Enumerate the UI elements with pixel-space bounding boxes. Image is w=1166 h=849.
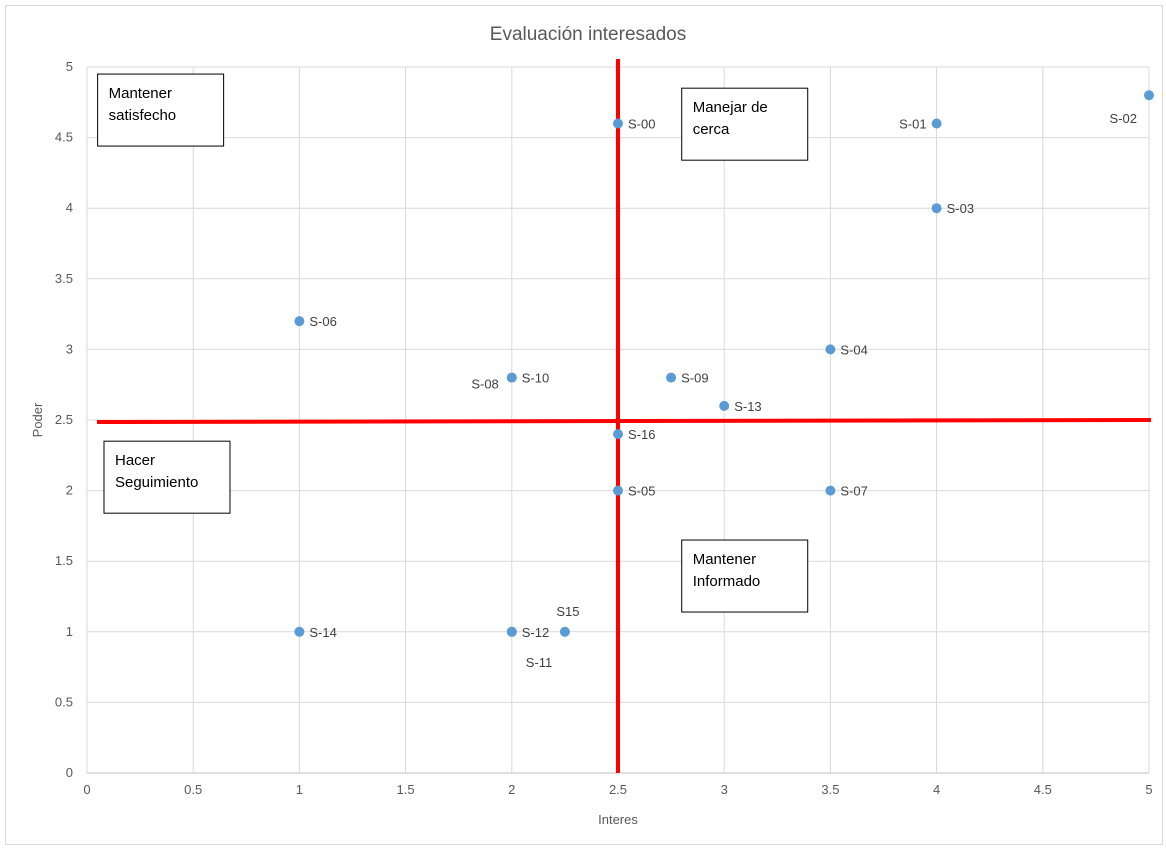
- x-axis-ticks: 0 0.5 1 1.5 2 2.5 3 3.5 4 4.5 5: [83, 782, 1152, 797]
- y-tick-label: 4.5: [55, 130, 73, 145]
- data-point-label: S-03: [947, 201, 974, 216]
- horizontal-divider: [96, 418, 1152, 424]
- data-point: [506, 626, 517, 637]
- data-point: [666, 372, 677, 383]
- data-point: [931, 203, 942, 214]
- y-tick-label: 1: [66, 624, 73, 639]
- y-tick-label: 3.5: [55, 271, 73, 286]
- quadrant-label-text: Informado: [693, 573, 761, 590]
- x-tick-label: 2: [508, 782, 515, 797]
- quadrant-dividers: [96, 59, 1152, 773]
- data-point-label: S-10: [522, 371, 549, 386]
- x-tick-label: 5: [1145, 782, 1152, 797]
- y-tick-label: 0.5: [55, 694, 73, 709]
- data-point-label: S15: [556, 604, 579, 619]
- quadrant-label-text: cerca: [693, 121, 730, 138]
- data-point-label: S-00: [628, 116, 655, 131]
- y-tick-label: 2.5: [55, 412, 73, 427]
- y-tick-label: 5: [66, 59, 73, 74]
- y-axis-title: Poder: [30, 402, 45, 437]
- quadrant-labels: Mantener satisfecho Manejar de cerca Hacer Se…: [97, 73, 809, 613]
- data-point-label: S-02: [1110, 111, 1137, 126]
- quadrant-label-text: Seguimiento: [115, 474, 198, 491]
- quadrant-label-box: Manejar de cerca: [681, 87, 809, 161]
- x-tick-label: 3: [721, 782, 728, 797]
- data-point-label: S-11: [526, 655, 553, 670]
- data-point-label: S-13: [734, 399, 761, 414]
- data-point-label: S-16: [628, 427, 655, 442]
- quadrant-label-text: satisfecho: [109, 107, 177, 124]
- quadrant-box-border: [103, 440, 231, 514]
- quadrant-label-text: Manejar de: [693, 99, 768, 116]
- x-tick-label: 2.5: [609, 782, 627, 797]
- quadrant-box-border: [97, 73, 225, 147]
- y-axis-ticks: 0 0.5 1 1.5 2 2.5 3 3.5 4 4.5 5: [55, 59, 73, 780]
- y-tick-label: 2: [66, 483, 73, 498]
- data-points: [294, 90, 1154, 637]
- y-tick-label: 4: [66, 200, 73, 215]
- data-point-label: S-08: [471, 377, 498, 392]
- x-tick-label: 4.5: [1034, 782, 1052, 797]
- data-point-labels: S-00 S-01 S-02 S-03 S-04 S-05 S-06 S-07 S-08 S-09…: [309, 111, 1137, 670]
- data-point: [294, 316, 305, 327]
- quadrant-box-border: [681, 87, 809, 161]
- quadrant-box-border: [681, 539, 809, 613]
- x-axis-title: Interes: [598, 812, 638, 827]
- x-tick-label: 4: [933, 782, 940, 797]
- y-tick-label: 0: [66, 765, 73, 780]
- quadrant-label-text: Mantener: [693, 551, 756, 568]
- data-point-label: S-07: [840, 484, 867, 499]
- quadrant-label-box: Hacer Seguimiento: [103, 440, 231, 514]
- x-tick-label: 0.5: [184, 782, 202, 797]
- data-point: [825, 344, 836, 355]
- data-point: [613, 118, 623, 129]
- data-point: [931, 118, 942, 129]
- y-tick-label: 1.5: [55, 553, 73, 568]
- data-point: [613, 429, 623, 440]
- data-point: [613, 485, 623, 496]
- x-tick-label: 1.5: [397, 782, 415, 797]
- quadrant-label-box: Mantener Informado: [681, 539, 809, 613]
- data-point: [719, 400, 730, 411]
- data-point-label: S-12: [522, 625, 549, 640]
- quadrant-label-text: Hacer: [115, 452, 155, 469]
- data-point: [1144, 90, 1154, 101]
- data-point-label: S-01: [899, 116, 926, 131]
- data-point-label: S-04: [840, 342, 867, 357]
- data-point-label: S-06: [309, 314, 336, 329]
- y-tick-label: 3: [66, 341, 73, 356]
- chart-title: Evaluación interesados: [490, 24, 686, 45]
- data-point: [825, 485, 836, 496]
- x-tick-label: 0: [83, 782, 90, 797]
- data-point-label: S-05: [628, 484, 655, 499]
- data-point-label: S-14: [309, 625, 336, 640]
- x-tick-label: 3.5: [821, 782, 839, 797]
- data-point-label: S-09: [681, 371, 708, 386]
- x-tick-label: 1: [296, 782, 303, 797]
- data-point: [559, 626, 570, 637]
- quadrant-label-box: Mantener satisfecho: [97, 73, 225, 147]
- data-point: [506, 372, 517, 383]
- quadrant-label-text: Mantener: [109, 85, 172, 102]
- data-point: [294, 626, 305, 637]
